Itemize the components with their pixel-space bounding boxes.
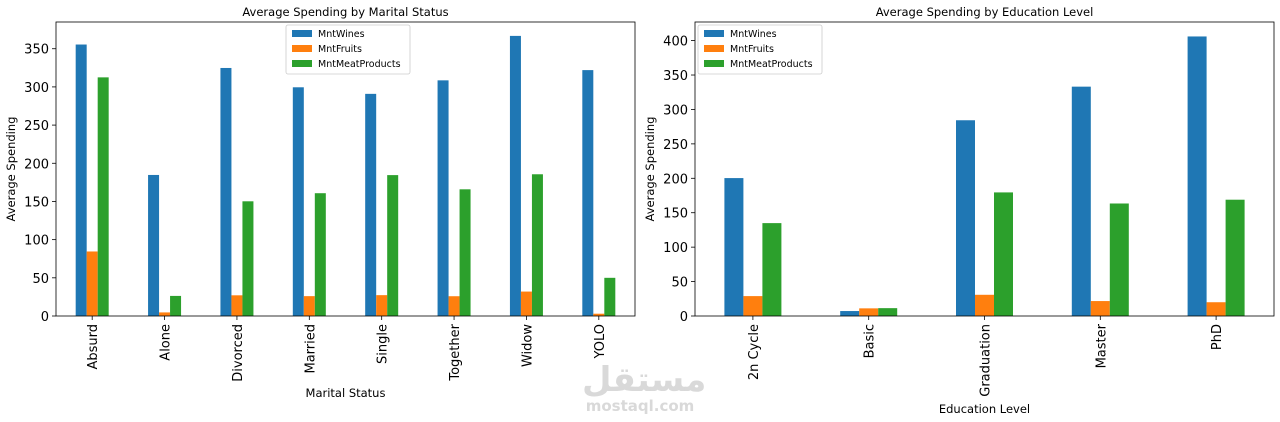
y-tick-label: 150 (24, 195, 49, 210)
bar-MntWines-Absurd (75, 44, 87, 316)
legend-box (697, 24, 823, 75)
bar-MntMeatProducts-Basic (878, 308, 898, 316)
x-tick-label: Married (303, 324, 318, 374)
legend: MntWines MntFruits MntMeatProducts (697, 24, 823, 75)
y-tick-label: 50 (32, 272, 49, 287)
x-tick-label: YOLO (593, 324, 608, 359)
legend-swatch-MntFruits (292, 45, 312, 52)
bar-MntWines-Divorced (220, 67, 232, 316)
y-tick-label: 250 (663, 138, 688, 153)
x-tick-label: PhD (1210, 324, 1225, 350)
x-tick-label: 2n Cycle (747, 324, 762, 380)
bar-MntMeatProducts-2n Cycle (762, 223, 782, 316)
y-axis-label: Average Spending (4, 117, 18, 222)
bar-MntFruits-Master (1090, 301, 1110, 316)
x-tick-label: Master (1094, 323, 1109, 368)
y-tick-label: 0 (680, 310, 688, 325)
legend-label-MntWines: MntWines (730, 29, 777, 40)
y-tick-label: 0 (41, 310, 49, 325)
bar-MntFruits-PhD (1206, 302, 1226, 316)
bar-MntMeatProducts-Alone (170, 295, 182, 316)
bar-MntWines-PhD (1187, 36, 1207, 316)
bar-MntMeatProducts-YOLO (604, 277, 616, 316)
legend-swatch-MntMeatProducts (292, 60, 312, 67)
bar-MntWines-YOLO (582, 70, 594, 316)
x-axis-label: Education Level (939, 402, 1030, 416)
bar-MntFruits-Basic (859, 308, 879, 316)
bar-MntWines-Married (292, 87, 304, 316)
chart-title: Average Spending by Education Level (876, 5, 1094, 19)
bar-MntMeatProducts-Single (387, 175, 399, 316)
y-tick-label: 200 (663, 172, 688, 187)
legend-swatch-MntWines (292, 30, 312, 37)
legend-label-MntMeatProducts: MntMeatProducts (318, 59, 401, 70)
x-tick-label: Widow (520, 324, 535, 367)
legend-box (285, 24, 411, 75)
bar-MntMeatProducts-PhD (1225, 199, 1245, 316)
x-tick-label: Together (448, 323, 463, 381)
y-axis-label: Average Spending (643, 117, 657, 222)
bar-MntWines-Alone (148, 174, 160, 316)
y-tick-label: 300 (24, 81, 49, 96)
y-tick-label: 350 (663, 69, 688, 84)
legend: MntWines MntFruits MntMeatProducts (285, 24, 411, 75)
y-tick-label: 350 (24, 43, 49, 58)
bar-MntFruits-Alone (159, 312, 171, 316)
legend-swatch-MntFruits (704, 45, 724, 52)
legend-label-MntWines: MntWines (318, 29, 365, 40)
y-tick-label: 100 (663, 241, 688, 256)
bar-MntFruits-Married (303, 296, 315, 316)
x-tick-label: Absurd (86, 324, 101, 370)
x-axis-label: Marital Status (306, 386, 386, 400)
bar-MntWines-Together (437, 80, 449, 316)
bar-MntFruits-Graduation (975, 294, 994, 316)
bar-MntWines-2n Cycle (724, 178, 744, 316)
bar-MntFruits-Together (448, 296, 460, 316)
bar-MntMeatProducts-Married (314, 193, 326, 316)
bar-MntFruits-2n Cycle (743, 296, 763, 316)
bar-MntMeatProducts-Graduation (994, 192, 1013, 316)
bar-MntWines-Single (365, 93, 377, 316)
bar-MntFruits-Single (376, 295, 388, 316)
legend-label-MntMeatProducts: MntMeatProducts (730, 59, 813, 70)
x-tick-label: Divorced (231, 324, 246, 382)
y-tick-label: 300 (663, 103, 688, 118)
y-tick-label: 400 (663, 35, 688, 50)
bar-MntFruits-YOLO (593, 313, 605, 316)
x-tick-label: Single (376, 324, 391, 364)
legend-swatch-MntWines (704, 30, 724, 37)
chart-title: Average Spending by Marital Status (242, 5, 448, 19)
legend-swatch-MntMeatProducts (704, 60, 724, 67)
bar-MntWines-Basic (840, 311, 860, 316)
y-tick-label: 50 (671, 276, 688, 291)
bar-MntMeatProducts-Absurd (97, 77, 109, 316)
chart-1: 0 50 100 150 200 250 300 350 Absurd Alone Divorced… (4, 5, 636, 400)
y-tick-label: 150 (663, 207, 688, 222)
y-tick-label: 250 (24, 119, 49, 134)
bar-MntMeatProducts-Widow (531, 174, 543, 316)
plot-frame (55, 21, 636, 317)
bar-MntWines-Widow (509, 35, 521, 316)
bar-MntWines-Graduation (956, 120, 975, 316)
y-tick-label: 100 (24, 234, 49, 249)
bar-MntMeatProducts-Master (1109, 203, 1129, 316)
x-tick-label: Graduation (979, 324, 994, 397)
bar-MntMeatProducts-Together (459, 189, 471, 316)
bar-MntFruits-Absurd (86, 251, 98, 316)
x-tick-label: Basic (863, 324, 878, 358)
y-tick-label: 200 (24, 157, 49, 172)
legend-label-MntFruits: MntFruits (730, 44, 774, 55)
x-tick-label: Alone (159, 324, 174, 361)
bar-MntWines-Master (1071, 86, 1091, 316)
bar-MntMeatProducts-Divorced (242, 201, 254, 316)
legend-label-MntFruits: MntFruits (318, 44, 362, 55)
chart-2: 0 50 100 150 200 250 300 350 400 2n Cycle Basic Gra… (643, 5, 1275, 416)
bar-MntFruits-Divorced (231, 295, 243, 316)
bar-MntFruits-Widow (520, 291, 532, 316)
